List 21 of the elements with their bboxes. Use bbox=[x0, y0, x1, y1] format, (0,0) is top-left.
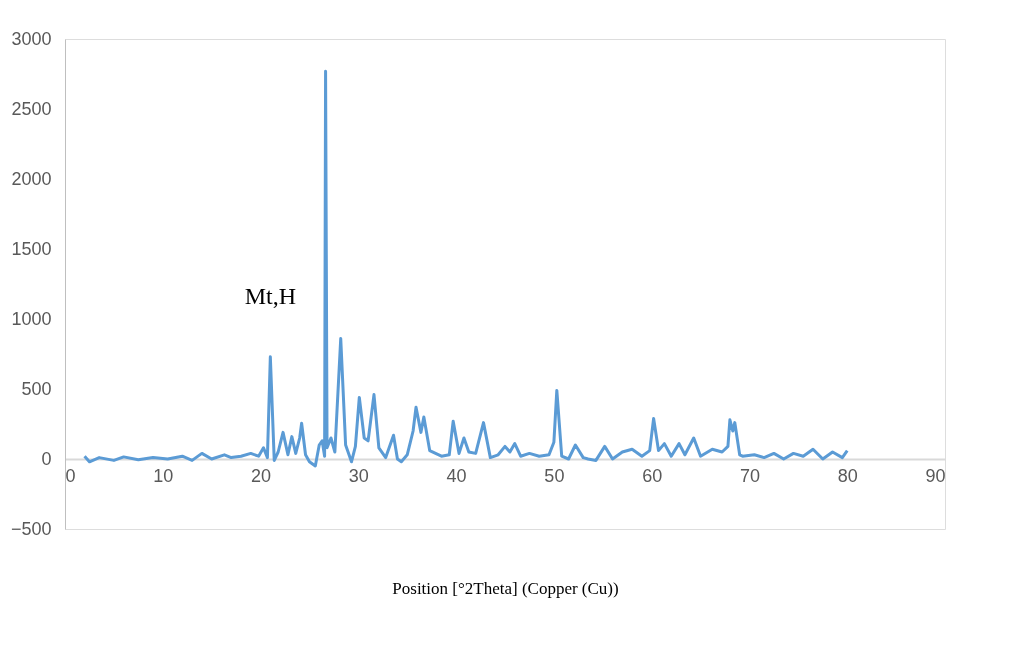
x-tick-label: 20 bbox=[251, 465, 272, 486]
x-tick-label: 90 bbox=[925, 465, 946, 486]
y-tick-label: 2500 bbox=[11, 98, 52, 119]
line-series bbox=[83, 69, 849, 468]
x-tick-label: 60 bbox=[642, 465, 663, 486]
y-tick-label: 2000 bbox=[11, 168, 52, 189]
x-tick-label: 40 bbox=[446, 465, 467, 486]
annotation: Mt,H bbox=[244, 282, 297, 309]
y-tick-label: 1000 bbox=[11, 308, 52, 329]
x-tick-label: 70 bbox=[739, 465, 760, 486]
x-axis-title: Position [°2Theta] (Copper (Cu)) bbox=[392, 578, 619, 598]
x-tick-label: 10 bbox=[153, 465, 174, 486]
y-tick-label: 500 bbox=[21, 378, 52, 399]
y-tick-label: 3000 bbox=[11, 28, 52, 49]
y-tick-label: 1500 bbox=[11, 238, 52, 259]
y-tick-label: −500 bbox=[10, 518, 52, 539]
x-tick-label: 80 bbox=[837, 465, 858, 486]
x-tick-label: 30 bbox=[348, 465, 369, 486]
x-tick-label: 0 bbox=[65, 465, 76, 486]
y-tick-label: 0 bbox=[41, 448, 52, 469]
x-tick-label: 50 bbox=[544, 465, 565, 486]
